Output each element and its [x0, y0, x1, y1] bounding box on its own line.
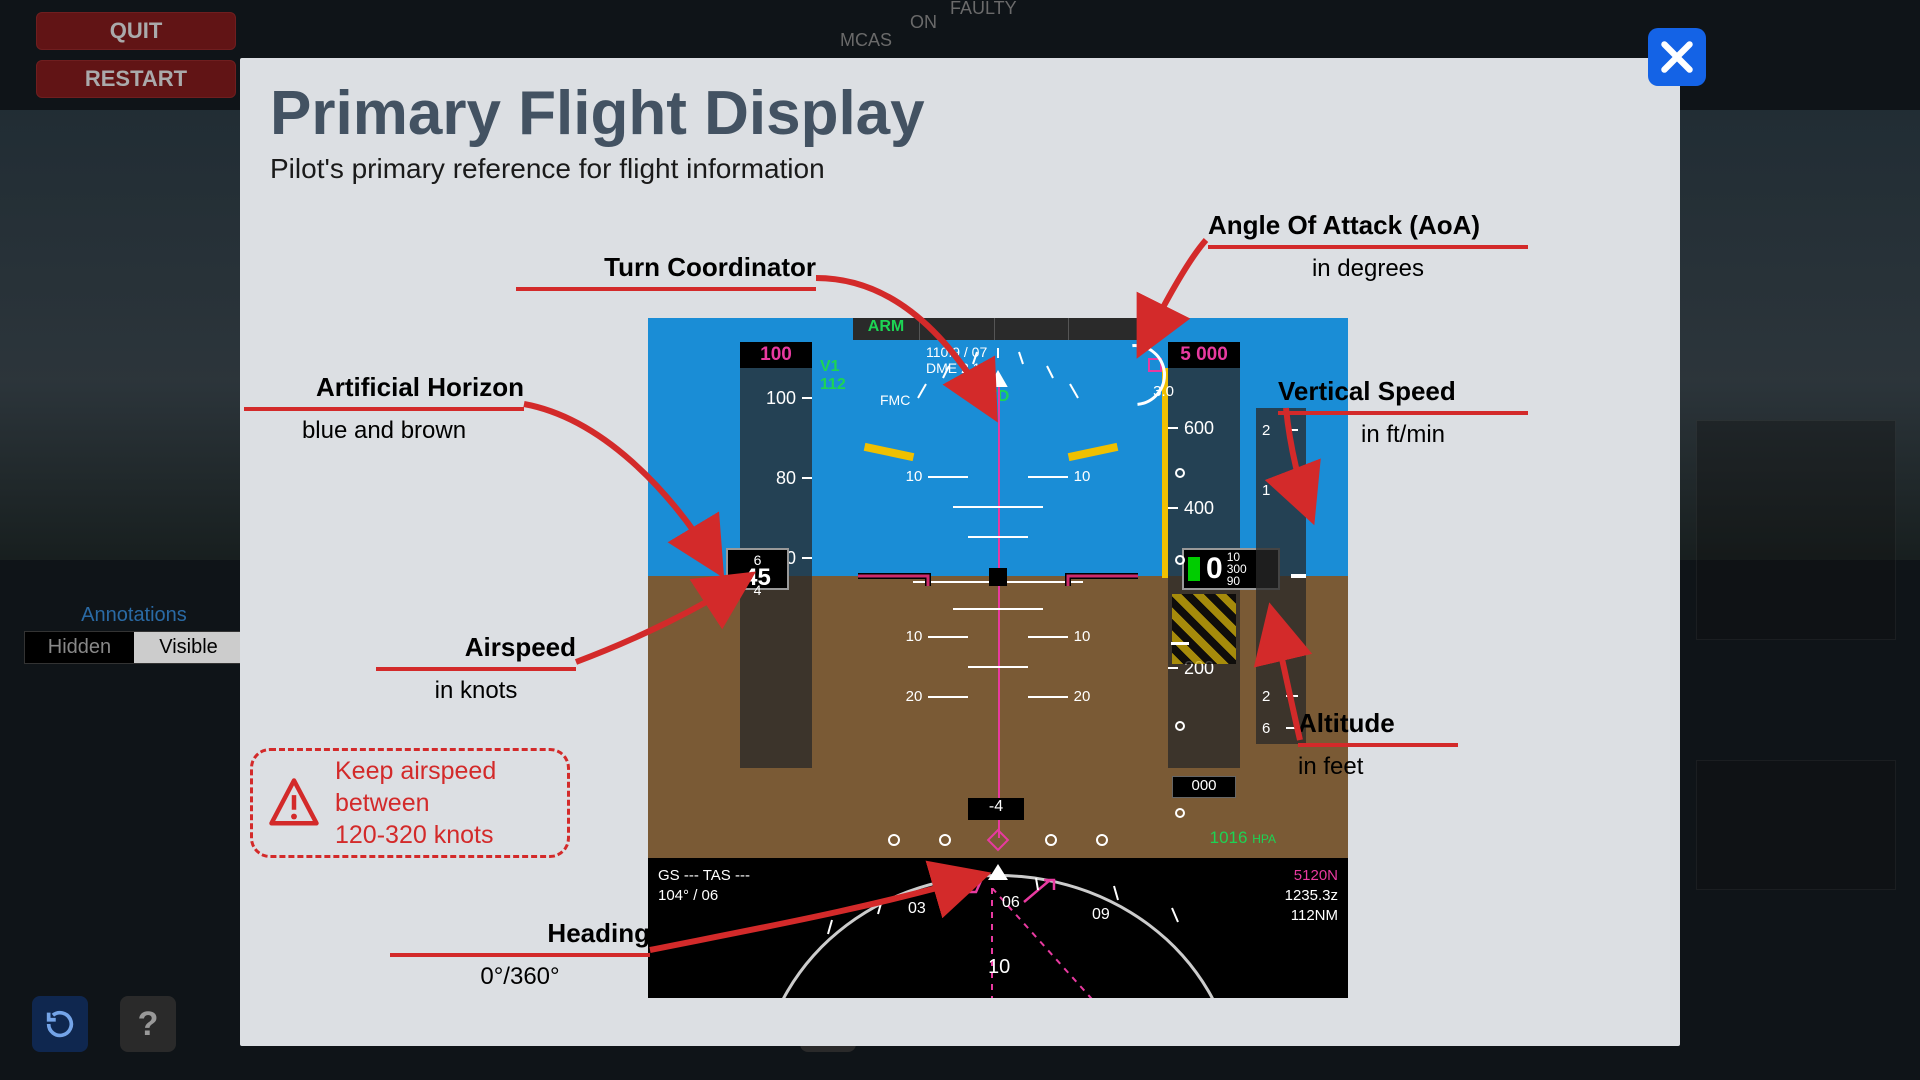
refresh-icon: [43, 1007, 77, 1041]
mcas-label: MCAS: [840, 30, 892, 51]
help-button-1[interactable]: ?: [120, 996, 176, 1052]
annotations-panel: Annotations Hidden Visible: [24, 600, 244, 664]
right-panel-2: [1696, 760, 1896, 890]
info-modal: Primary Flight Display Pilot's primary r…: [240, 58, 1680, 1046]
right-panel-1: [1696, 420, 1896, 640]
on-label: ON: [910, 12, 937, 33]
callout-arrows: [240, 58, 1680, 1048]
faulty-label: FAULTY: [950, 0, 1017, 19]
restart-button[interactable]: RESTART: [36, 60, 236, 98]
quit-button[interactable]: QUIT: [36, 12, 236, 50]
reset-icon-button[interactable]: [32, 996, 88, 1052]
annotations-toggle[interactable]: Hidden Visible: [24, 631, 244, 664]
annotations-hidden[interactable]: Hidden: [25, 632, 134, 663]
annotations-title: Annotations: [24, 600, 244, 631]
annotations-visible[interactable]: Visible: [134, 632, 243, 663]
